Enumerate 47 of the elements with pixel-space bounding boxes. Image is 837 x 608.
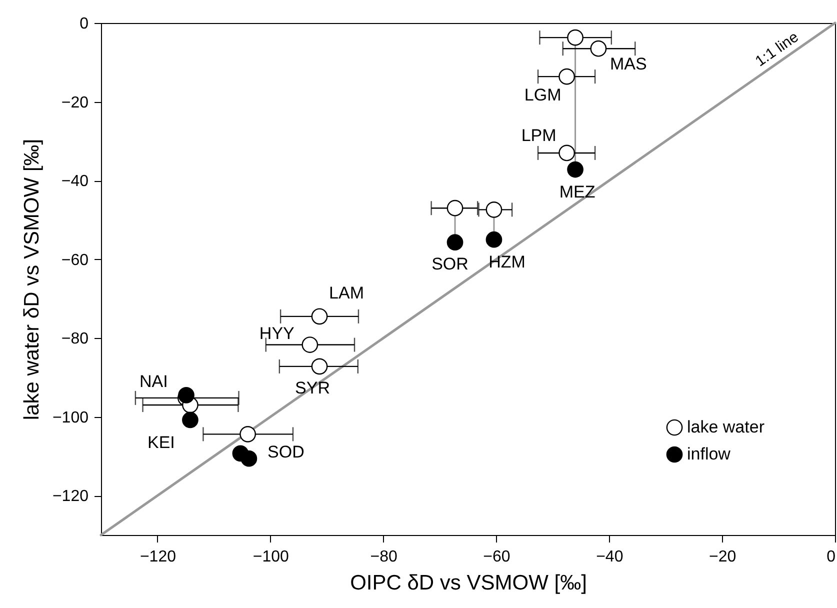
x-tick-label: 0	[826, 548, 836, 566]
x-tick-label: −60	[483, 548, 510, 566]
point	[302, 336, 318, 353]
legend-label: lake water	[687, 418, 765, 436]
x-tick-label: −100	[252, 548, 289, 566]
x-tick-label: −40	[596, 548, 624, 566]
annotation: MAS	[610, 54, 647, 74]
point	[182, 412, 198, 428]
annotation: LGM	[524, 86, 562, 105]
point	[486, 202, 502, 218]
point	[446, 200, 464, 216]
point	[311, 308, 328, 325]
y-tick-label: −120	[52, 488, 89, 506]
point	[311, 358, 328, 375]
x-axis-title: OIPC δD vs VSMOW [‰]	[350, 572, 587, 594]
annotation: LPM	[521, 126, 556, 145]
annotation: HZM	[488, 252, 526, 272]
y-tick-label: −60	[61, 252, 89, 269]
point	[240, 426, 256, 442]
annotation: NAI	[140, 372, 168, 391]
y-tick-label: −40	[61, 173, 89, 190]
point	[558, 68, 575, 85]
point	[240, 450, 258, 467]
annotation: MEZ	[559, 182, 596, 202]
annotation: SYR	[295, 378, 330, 398]
y-axis-title: lake water δD vs VSMOW [‰]	[20, 138, 44, 420]
annotation: HYY	[259, 324, 294, 343]
y-tick-label: −20	[61, 94, 89, 112]
annotation: SOD	[268, 442, 304, 462]
y-tick-label: −100	[52, 409, 89, 426]
annotation: SOR	[432, 254, 468, 274]
x-tick-label: −20	[709, 548, 736, 566]
point	[567, 29, 584, 46]
annotation: LAM	[329, 283, 364, 302]
point	[590, 40, 607, 57]
point	[558, 144, 575, 162]
x-tick-label: −80	[370, 548, 398, 566]
point	[567, 161, 584, 178]
point	[178, 387, 194, 404]
x-tick-label: −120	[140, 548, 176, 566]
point	[486, 231, 502, 248]
annotation: KEI	[148, 432, 175, 452]
text: 1:1 line	[752, 28, 802, 70]
y-tick-label: 0	[80, 16, 89, 32]
point	[446, 234, 464, 251]
y-tick-label: −80	[61, 330, 89, 348]
legend-label: inflow	[687, 444, 732, 464]
